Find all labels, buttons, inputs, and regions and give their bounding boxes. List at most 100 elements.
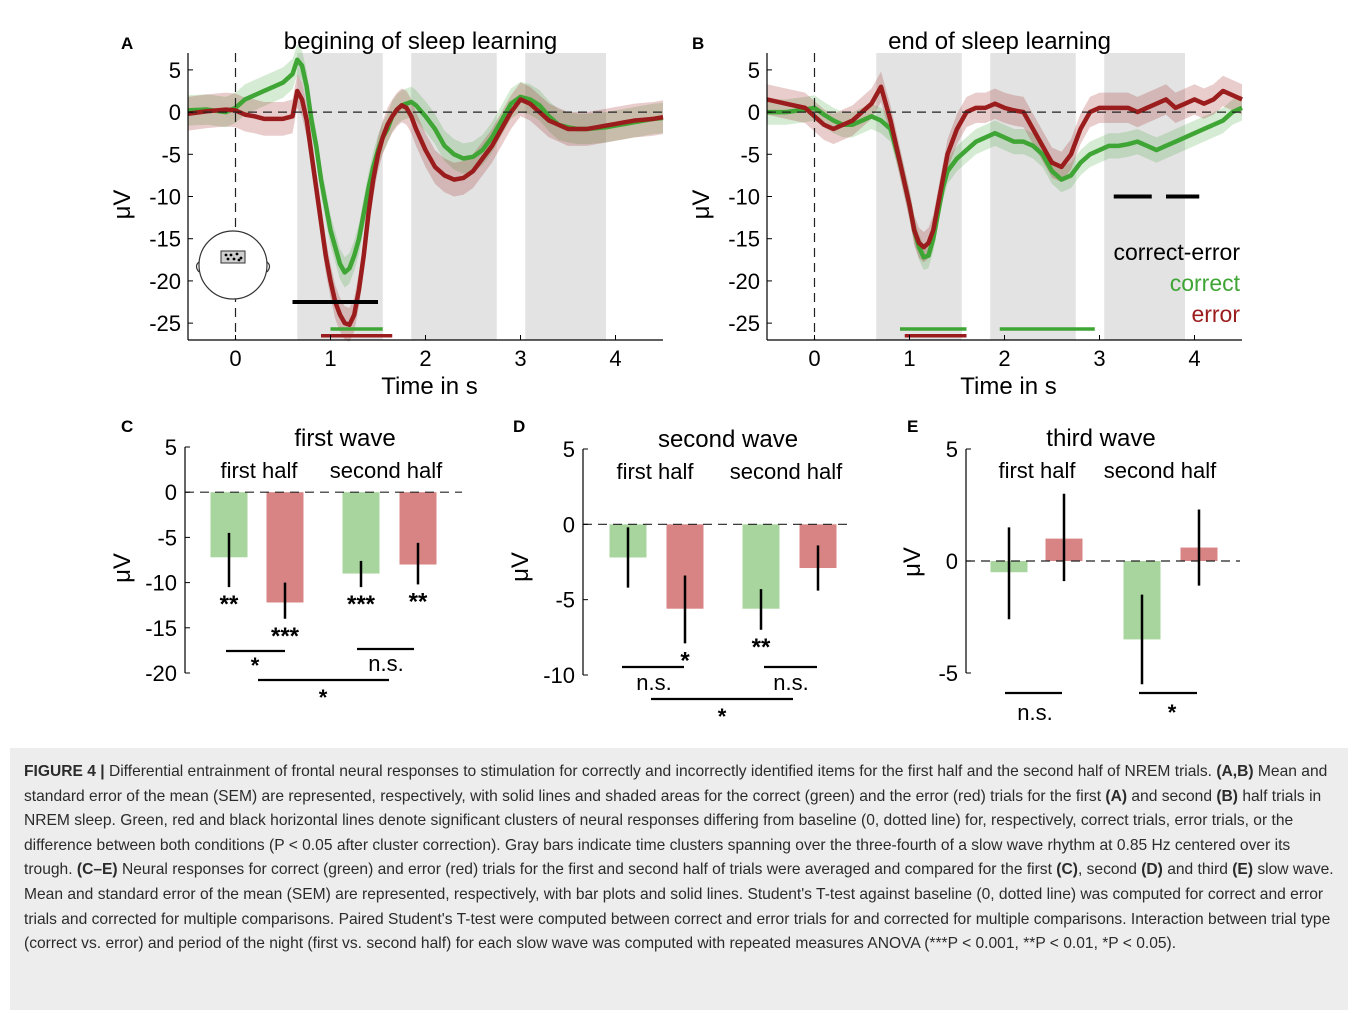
panel-title: end of sleep learning	[888, 28, 1111, 55]
y-tick-label: 5	[748, 58, 760, 83]
significance-stars: ***	[347, 591, 376, 618]
caption-segment: and third	[1162, 861, 1233, 879]
y-tick-label: 0	[165, 480, 177, 505]
legend-entry-error: error	[1191, 301, 1240, 327]
y-tick-label: -5	[157, 525, 177, 550]
y-tick-label: -10	[145, 571, 177, 596]
y-axis-label: μV	[109, 190, 136, 220]
sem-area-correct	[767, 95, 1242, 270]
panel-title: third wave	[1046, 425, 1155, 452]
series-line-error	[766, 84, 1243, 250]
legend-entry-correct-error: correct-error	[1113, 239, 1240, 265]
significance-stars: *	[680, 647, 690, 674]
comparison-label: n.s.	[773, 670, 808, 695]
x-tick-label: 0	[808, 346, 820, 371]
y-tick-label: -5	[555, 588, 575, 613]
x-tick-label: 4	[609, 346, 621, 371]
panel-letter: E	[907, 417, 918, 436]
caption-segment: Differential entrainment of frontal neur…	[104, 763, 1217, 780]
electrode-dot	[226, 257, 230, 261]
comparison-label: *	[1168, 700, 1177, 725]
y-tick-label: -15	[145, 616, 177, 641]
group-label: second half	[730, 459, 843, 484]
panel-a: A 5 0 -5 -10 -15 -20 -25 0 1 2 3 4 Time in s μV beginin…	[109, 28, 664, 400]
y-tick-label: 0	[169, 100, 181, 125]
comparison-label: n.s.	[368, 651, 403, 676]
comparison-label: *	[251, 653, 260, 678]
x-tick-label: 1	[903, 346, 915, 371]
gray-bar	[525, 53, 606, 340]
sem-area-correct	[188, 44, 663, 288]
head-ears	[195, 261, 271, 273]
figure-4: A 5 0 -5 -10 -15 -20 -25 0 1 2 3 4 Time in s μV beginin…	[109, 28, 1243, 729]
caption-segment: and second	[1127, 787, 1217, 805]
caption-segment: slow wave. Mean and standard error of th…	[24, 861, 1334, 953]
group-label: first half	[220, 458, 298, 483]
caption-segment: (B)	[1216, 787, 1238, 805]
y-axis-label: μV	[899, 547, 926, 577]
y-tick-label: 0	[563, 512, 575, 537]
y-tick-label: -20	[145, 661, 177, 686]
electrode-dot	[232, 257, 236, 261]
panel-letter: D	[513, 417, 525, 436]
x-tick-label: 2	[419, 346, 431, 371]
series-line-error	[187, 88, 664, 328]
y-tick-label: 5	[946, 437, 958, 462]
caption-segment: (D)	[1141, 861, 1163, 879]
caption-segment: (A,B)	[1216, 763, 1254, 780]
panel-title: second wave	[658, 426, 798, 453]
panel-b: B 5 0 -5 -10 -15 -20 -25 0 1 2 3 4 Time in s μV end of …	[688, 28, 1243, 400]
y-tick-label: -5	[161, 142, 181, 167]
sem-area-error	[767, 71, 1242, 263]
y-tick-label: -15	[149, 227, 181, 252]
caption-segment: half trials in NREM sleep. Green, red an…	[24, 787, 1322, 879]
bar-correct	[342, 492, 380, 574]
panel-letter: A	[121, 34, 133, 53]
significance-stars: **	[752, 634, 771, 661]
group-label: first half	[616, 459, 694, 484]
y-tick-label: 0	[748, 100, 760, 125]
figure-caption: FIGURE 4 | Differential entrainment of f…	[24, 760, 1334, 957]
significance-stars: **	[409, 588, 428, 615]
group-label: second half	[1104, 458, 1217, 483]
panel-letter: B	[692, 34, 704, 53]
x-tick-label: 0	[229, 346, 241, 371]
y-axis-label: μV	[507, 552, 534, 582]
caption-segment: Mean and standard error of the mean (SEM…	[24, 763, 1328, 805]
y-axis-label: μV	[109, 553, 136, 583]
caption-box: FIGURE 4 | Differential entrainment of f…	[10, 748, 1348, 1010]
y-tick-label: -20	[149, 269, 181, 294]
group-label: second half	[330, 458, 443, 483]
y-tick-label: -20	[728, 269, 760, 294]
electrode-dot	[229, 253, 233, 257]
y-tick-label: -10	[543, 663, 575, 688]
caption-body: Differential entrainment of frontal neur…	[24, 763, 1334, 952]
head-outline	[198, 230, 268, 300]
comparison-label: n.s.	[1017, 700, 1052, 725]
x-tick-label: 3	[514, 346, 526, 371]
caption-segment: , second	[1077, 861, 1142, 879]
caption-segment: (A)	[1105, 787, 1128, 805]
x-axis-label: Time in s	[381, 373, 477, 400]
y-tick-label: 5	[165, 435, 177, 460]
y-tick-label: -10	[728, 185, 760, 210]
caption-segment: (E)	[1232, 861, 1254, 879]
head-electrode-icon	[195, 230, 271, 300]
legend-entry-correct: correct	[1170, 270, 1241, 296]
y-tick-label: -5	[740, 142, 760, 167]
y-axis-label: μV	[688, 190, 715, 220]
caption-segment: (C)	[1056, 861, 1078, 879]
significance-stars: ***	[271, 623, 300, 650]
comparison-label: n.s.	[636, 670, 671, 695]
group-label: first half	[998, 458, 1076, 483]
gray-bar	[876, 53, 962, 340]
y-tick-label: -25	[149, 311, 181, 336]
x-tick-label: 2	[998, 346, 1010, 371]
electrode-dot	[237, 258, 241, 262]
y-tick-label: 5	[563, 437, 575, 462]
gray-bar	[990, 53, 1076, 340]
y-tick-label: 5	[169, 58, 181, 83]
series-line-correct	[767, 105, 1243, 260]
